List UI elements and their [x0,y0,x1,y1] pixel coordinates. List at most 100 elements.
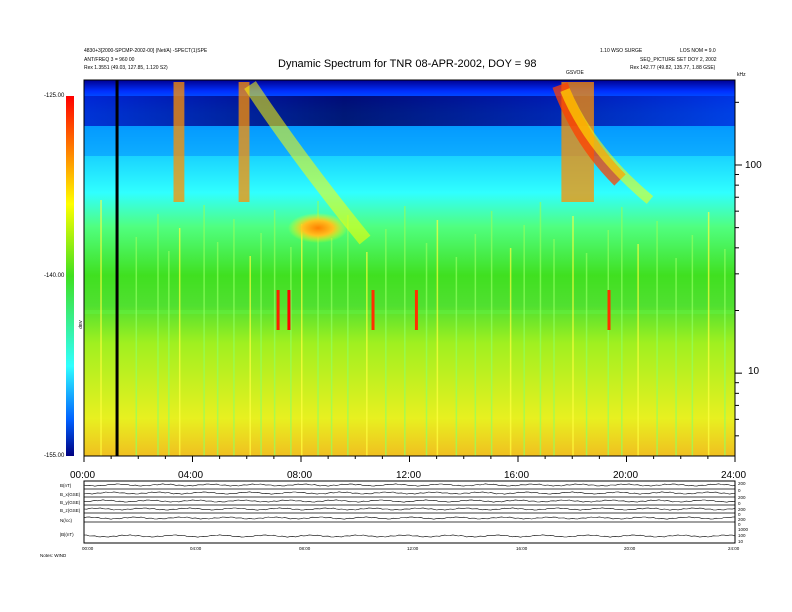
panel-xtick-1: 04:00 [190,546,202,551]
type-iii-burst-2 [560,88,654,204]
x-tick-2000: 20:00 [613,470,639,481]
burst-streak [455,257,458,456]
panel-xtick-2: 08:00 [299,546,311,551]
burst-streak [178,228,181,456]
x-tick-1600: 16:00 [504,470,530,481]
burst-streak [474,234,477,456]
y-ticks [735,101,742,437]
lower-panels [83,480,736,544]
burst-streak [621,207,623,456]
vertical-marker-line [115,80,119,456]
panel-xtick-3: 12:00 [407,546,419,551]
drift-feature-1 [244,81,371,245]
burst-streak [425,243,428,456]
type-iii-burst [173,82,185,202]
burst-streak [707,212,710,456]
burst-streak [301,224,303,456]
panel-rtick-3: 0 [738,501,741,506]
burst-streak [347,215,349,456]
x-tick-0000: 00:00 [70,470,96,481]
red-burst [371,290,375,330]
panel-label-5: |B|(nT) [60,532,74,537]
deep-blue-band [84,96,735,126]
panel-label-1: B_x(GSE) [60,492,81,497]
panel-trace [83,516,736,520]
burst-streak [509,248,512,456]
panel-rtick-10: 10 [738,539,744,544]
burst-streak [168,251,170,456]
panel-rtick-5: 0 [738,512,741,517]
burst-streak [572,216,574,456]
burst-streak [203,205,205,456]
colorbar-tick-top: -125.00 [44,93,65,99]
burst-streak [404,206,406,456]
panel-rtick-9: 100 [738,533,746,538]
spectrogram-background [84,80,735,456]
x-tick-0800: 08:00 [287,470,313,481]
panel-trace [83,507,736,511]
y-tick-100: 100 [745,160,762,171]
x-tick-1200: 12:00 [396,470,422,481]
burst-streak [317,201,319,456]
burst-streak [724,249,726,456]
panel-trace [83,483,736,487]
footer-notes: Notes: WIND [40,553,67,558]
burst-streak [157,214,159,456]
red-burst [287,290,291,330]
panel-rtick-0: 200 [738,481,746,486]
panel-rtick-6: 200 [738,517,746,522]
burst-streak [290,247,292,456]
panel-xtick-6: 24:00 [728,546,740,551]
header-left-line1: 4830+3[2000-SPCMP-2002-00] (Net/A) -SPEC… [84,48,208,54]
burst-streak [135,237,138,456]
burst-streak [366,252,368,456]
red-burst [607,290,611,330]
y-tick-10: 10 [748,366,760,377]
x-tick-0400: 04:00 [178,470,204,481]
panel-rtick-2: 200 [738,495,746,500]
header-right-line2: LOS NOM = 9.0 [680,48,716,54]
burst-streak [260,233,262,456]
green-line-band [84,310,735,314]
freq-unit: kHz [737,72,746,78]
burst-streak [273,210,276,456]
burst-streak [216,242,219,456]
burst-streak [675,258,677,456]
panel-rtick-7: 0 [738,522,741,527]
red-burst [414,290,418,330]
x-ticks [83,456,736,462]
burst-streak [523,225,525,456]
panel-trace [84,499,736,503]
burst-streak [691,235,694,456]
blue-band [84,126,735,156]
panel-rtick-1: 0 [738,488,741,493]
type-iii-burst [238,82,250,202]
x-tick-2400: 24:00 [721,470,747,481]
red-burst [276,290,280,330]
panel-frame [83,480,736,544]
panel-label-4: N(/cc) [60,518,72,523]
panel-trace [83,534,736,538]
chart-title: Dynamic Spectrum for TNR 08-APR-2002, DO… [278,58,537,70]
panel-label-3: B_z(GSE) [60,508,81,513]
panel-rtick-4: 200 [738,507,746,512]
burst-streak [249,256,251,456]
colorbar-label: dBV [77,320,83,329]
burst-streak [637,244,639,456]
header-left-line2: ANT/FREQ 3 = 960 00 [84,57,135,63]
burst-streak [539,202,542,456]
panel-label-2: B_y(GSE) [60,500,81,505]
panel-trace [83,491,736,495]
header-right-line4: Rex 142.77 (49.82, 135.77, 1.88 GSE) [630,65,716,71]
burst-streak [233,219,235,456]
panel-rtick-8: 1000 [738,527,749,532]
burst-streak [607,230,610,456]
burst-streak [385,229,387,456]
burst-streak [100,200,102,456]
panel-xtick-4: 16:00 [516,546,528,551]
colorbar-tick-bottom: -155.00 [44,453,65,459]
panel-label-0: B(nT) [60,483,72,488]
orange-emission-blob [288,213,348,243]
panel-xtick-0: 00:00 [82,546,94,551]
